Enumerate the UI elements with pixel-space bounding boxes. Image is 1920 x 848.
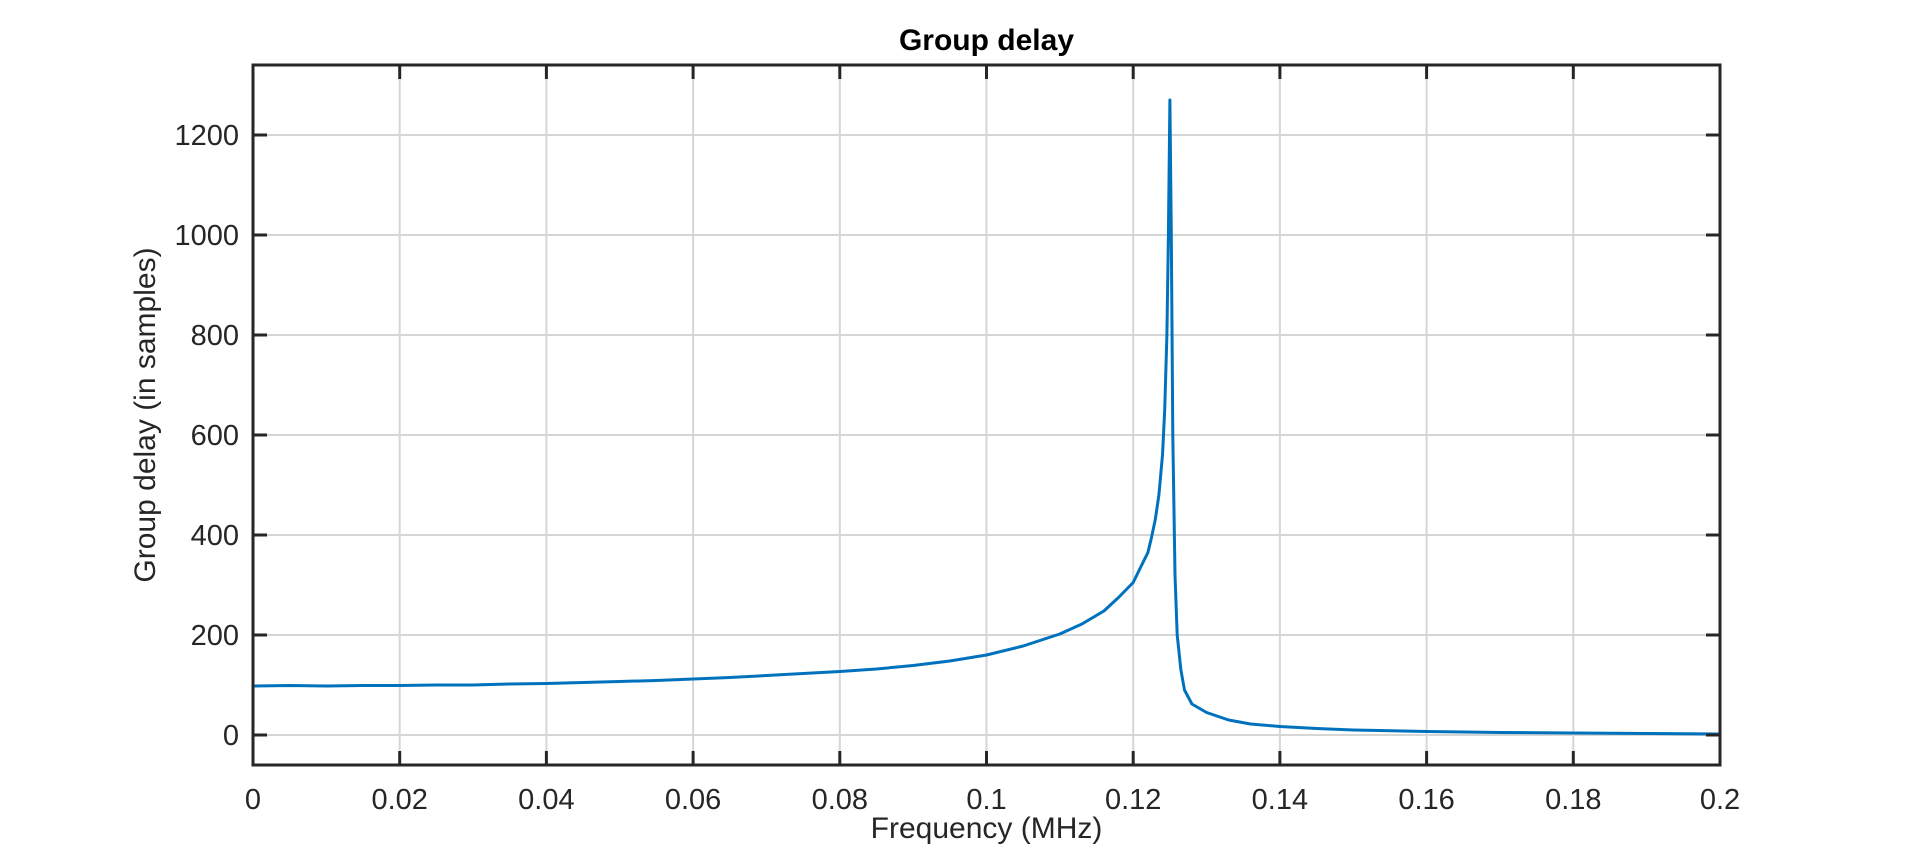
x-tick-label: 0.14 xyxy=(1252,784,1308,816)
x-tick-label: 0.02 xyxy=(371,784,427,816)
y-tick-label: 0 xyxy=(223,720,239,752)
x-tick-label: 0.04 xyxy=(518,784,574,816)
x-tick-label: 0.06 xyxy=(665,784,721,816)
x-tick-label: 0 xyxy=(245,784,261,816)
y-tick-label: 600 xyxy=(191,420,239,452)
x-tick-label: 0.1 xyxy=(966,784,1006,816)
y-tick-label: 800 xyxy=(191,320,239,352)
plot-frame xyxy=(251,63,1722,767)
x-tick-label: 0.16 xyxy=(1398,784,1454,816)
x-tick-label: 0.18 xyxy=(1545,784,1601,816)
series-line-0 xyxy=(252,98,1721,736)
tick-labels: 0 0.02 0.04 0.06 0.08 0.1 0.12 0.14 0.16 0.18 0.2 0… xyxy=(174,120,1740,816)
x-axis-label: Frequency (MHz) xyxy=(871,812,1103,845)
x-tick-label: 0.12 xyxy=(1105,784,1161,816)
y-tick-label: 1200 xyxy=(174,120,239,152)
x-tick-label: 0.2 xyxy=(1700,784,1740,816)
chart-title: Group delay xyxy=(899,24,1074,57)
y-tick-label: 1000 xyxy=(174,220,239,252)
y-tick-label: 200 xyxy=(191,620,239,652)
grid-lines xyxy=(252,65,1721,765)
axes xyxy=(251,63,1722,767)
series-layer xyxy=(252,98,1721,736)
y-tick-label: 400 xyxy=(191,520,239,552)
y-axis-label: Group delay (in samples) xyxy=(129,247,162,582)
x-tick-label: 0.08 xyxy=(812,784,868,816)
